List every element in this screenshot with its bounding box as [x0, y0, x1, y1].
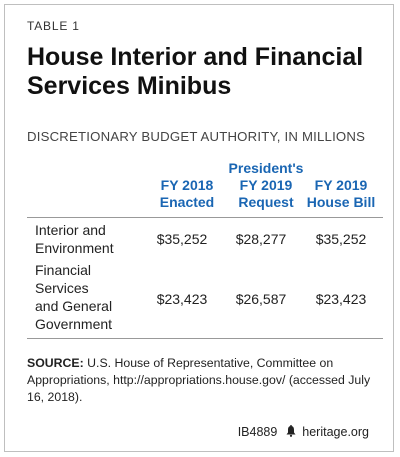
footer-credit: IB4889 heritage.org	[238, 425, 369, 439]
source-note: SOURCE: U.S. House of Representative, Co…	[27, 355, 377, 406]
bottom-rule	[27, 338, 383, 339]
page-title: House Interior and Financial Services Mi…	[27, 43, 364, 100]
column-header-fy2018: FY 2018 Enacted	[159, 177, 215, 210]
source-text: U.S. House of Representative, Committee …	[27, 356, 371, 404]
site-name: heritage.org	[302, 425, 369, 439]
table-card: TABLE 1 House Interior and Financial Ser…	[4, 4, 394, 452]
source-label: SOURCE:	[27, 356, 84, 370]
column-header-house-bill: FY 2019 House Bill	[306, 177, 376, 210]
table-cell: $23,423	[315, 291, 367, 307]
table-cell: $26,587	[235, 291, 287, 307]
column-header-president-request: President's FY 2019 Request	[228, 160, 304, 210]
table-subtitle: DISCRETIONARY BUDGET AUTHORITY, IN MILLI…	[27, 129, 366, 144]
table-cell: $28,277	[235, 231, 287, 247]
header-rule	[27, 217, 383, 218]
table-cell: $23,423	[156, 291, 208, 307]
liberty-bell-icon	[286, 425, 296, 437]
row-label-financial-services: Financial Services and General Governmen…	[35, 262, 113, 332]
table-number: TABLE 1	[27, 19, 80, 33]
table-cell: $35,252	[156, 231, 208, 247]
row-label-interior: Interior and Environment	[35, 222, 114, 256]
table-cell: $35,252	[315, 231, 367, 247]
report-id: IB4889	[237, 425, 278, 439]
